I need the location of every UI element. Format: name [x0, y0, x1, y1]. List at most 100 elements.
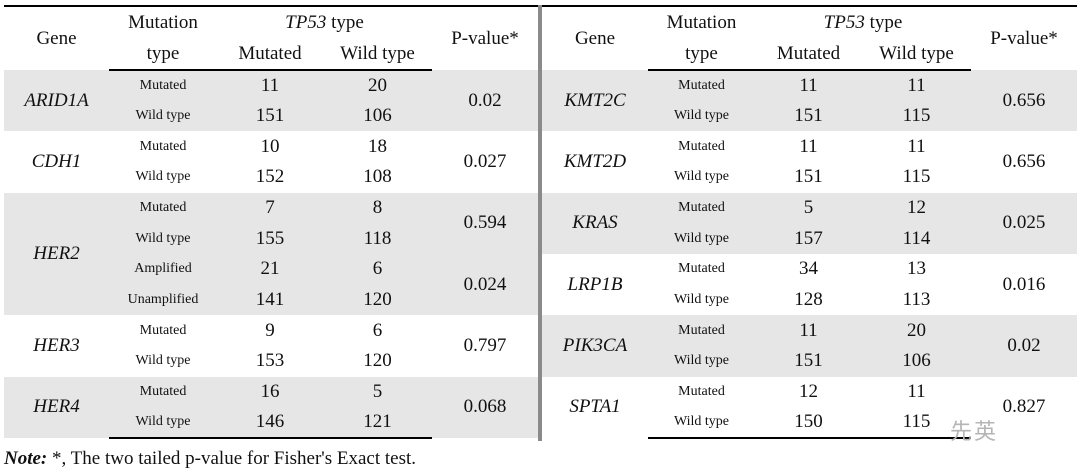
mutation-type-cell: Wild type — [648, 345, 755, 377]
mutated-count-cell: 12 — [799, 380, 818, 402]
mutated-count-cell: 34 — [799, 258, 818, 280]
gene-name-cell: ARID1A — [4, 70, 109, 132]
table-row: ARID1A Mutated 11 20 0.02 — [4, 70, 538, 132]
mutated-count-cell: 9 — [265, 319, 275, 341]
mutation-type-cell: Mutated — [678, 383, 725, 399]
mutated-header: Mutated — [217, 38, 323, 71]
left-table-panel: Gene Mutation TP53 type P-value* type Mu… — [4, 5, 538, 439]
wild-type-count-cell: 115 — [902, 166, 931, 188]
watermark: 先英 — [950, 420, 999, 445]
mutation-type-cell: Wild type — [109, 100, 217, 132]
left-table: Gene Mutation TP53 type P-value* type Mu… — [4, 5, 538, 439]
table-row: Unamplified 141 120 — [4, 284, 538, 316]
table-row: HER3 Mutated 9 6 0.797 — [4, 315, 538, 356]
table-row: KRAS Mutated 5 12 0.025 — [542, 192, 1077, 254]
pvalue-header: P-value* — [451, 27, 519, 49]
mutated-count-cell: 151 — [794, 166, 823, 188]
mutated-count-cell: 155 — [217, 223, 323, 254]
mutation-type-cell: Wild type — [135, 169, 191, 185]
mutated-count-cell: 151 — [217, 100, 323, 132]
mutated-count-cell: 151 — [755, 100, 862, 132]
gene-name-cell: LRP1B — [567, 273, 623, 295]
mutation-type-cell: Mutated — [139, 322, 187, 338]
table-row: Wild type 155 118 — [4, 223, 538, 254]
note-label: Note: — [4, 448, 48, 469]
mutation-type-cell: Wild type — [109, 407, 217, 439]
table-row: Wild type 151 106 — [542, 345, 1077, 377]
wild-type-count-cell: 20 — [323, 70, 432, 101]
tp53-rest: type — [864, 11, 903, 33]
panel-divider — [538, 5, 542, 441]
mutated-header: Mutated — [755, 38, 862, 71]
table-row: CDH1 Mutated 10 18 0.027 — [4, 131, 538, 172]
wild-type-count-cell: 6 — [372, 319, 383, 341]
table-row: KMT2D Mutated 11 11 0.656 — [542, 131, 1077, 172]
wild-type-count-cell: 106 — [862, 345, 971, 377]
tp53-italic: TP53 — [823, 11, 865, 33]
mutation-type-cell: Mutated — [109, 70, 217, 101]
gene-name-cell: CDH1 — [31, 150, 82, 172]
mutated-count-cell: 5 — [755, 192, 862, 224]
pvalue-cell: 0.024 — [432, 253, 538, 316]
mutation-type-cell: Wild type — [673, 291, 730, 307]
wild-type-count-cell: 115 — [862, 407, 971, 439]
mutated-count-cell: 11 — [755, 315, 862, 346]
wild-type-count-cell: 13 — [907, 258, 926, 280]
mutated-count-cell: 146 — [217, 407, 323, 439]
wild-type-count-cell: 120 — [363, 350, 392, 372]
pvalue-cell: 0.02 — [432, 70, 538, 132]
mutation-type-cell: Mutated — [678, 138, 725, 154]
wild-type-count-cell: 108 — [363, 166, 392, 188]
table-row: Wild type 146 121 — [4, 407, 538, 439]
table-row: Wild type 157 114 — [542, 223, 1077, 254]
mutated-count-cell: 16 — [217, 376, 323, 408]
right-table-header: Gene Mutation TP53 type P-value* type Mu… — [542, 6, 1077, 71]
mutated-count-cell: 153 — [255, 350, 285, 372]
wild-type-header: Wild type — [323, 38, 432, 71]
table-row: PIK3CA Mutated 11 20 0.02 — [542, 315, 1077, 377]
mutation-type-cell: Wild type — [648, 100, 755, 132]
mutation-type-cell: Mutated — [648, 192, 755, 224]
table-row: HER4 Mutated 16 5 0.068 — [4, 376, 538, 438]
mutated-count-cell: 11 — [799, 135, 818, 157]
right-table-panel: Gene Mutation TP53 type P-value* type Mu… — [542, 5, 1077, 439]
right-table: Gene Mutation TP53 type P-value* type Mu… — [542, 5, 1077, 439]
pvalue-cell: 0.656 — [971, 70, 1077, 132]
mutated-count-cell: 21 — [217, 253, 323, 285]
wild-type-count-cell: 118 — [323, 223, 432, 254]
gene-name-cell: PIK3CA — [542, 315, 648, 377]
table-row: Amplified 21 6 0.024 — [4, 253, 538, 316]
mutation-type-header-line1: Mutation — [128, 11, 198, 33]
wild-type-header: Wild type — [862, 38, 971, 71]
mutation-type-cell: Mutated — [139, 138, 187, 154]
mutated-count-cell: 11 — [755, 70, 862, 101]
mutation-type-header-line2: type — [648, 38, 755, 71]
table-row: SPTA1 Mutated 12 11 0.827 — [542, 377, 1077, 417]
wild-type-count-cell: 8 — [323, 192, 432, 224]
wild-type-count-cell: 106 — [323, 100, 432, 132]
table-row: Wild type 153 120 — [4, 346, 538, 377]
pvalue-cell: 0.594 — [432, 192, 538, 254]
mutation-type-header-line1: Mutation — [666, 11, 737, 33]
mutated-count-cell: 128 — [794, 288, 823, 310]
pvalue-cell: 0.797 — [463, 334, 507, 356]
mutated-count-cell: 152 — [255, 166, 285, 188]
right-table-body: KMT2C Mutated 11 11 0.656 Wild type 151 115 KMT2… — [542, 70, 1077, 439]
mutation-type-cell: Mutated — [648, 70, 755, 101]
wild-type-count-cell: 6 — [323, 253, 432, 285]
mutation-type-cell: Wild type — [648, 407, 755, 439]
wild-type-count-cell: 120 — [323, 284, 432, 316]
mutation-type-cell: Unamplified — [109, 284, 217, 316]
pvalue-cell: 0.016 — [1002, 273, 1046, 295]
mutation-type-cell: Amplified — [109, 253, 217, 285]
table-row: HER2 Mutated 7 8 0.594 — [4, 192, 538, 316]
mutation-type-cell: Mutated — [648, 315, 755, 346]
gene-name-cell: KMT2C — [542, 70, 648, 132]
table-row: Wild type 150 115 — [542, 407, 1077, 439]
pvalue-header: P-value* — [990, 27, 1058, 49]
mutation-type-cell: Wild type — [109, 223, 217, 254]
table-row: Wild type 128 113 — [542, 285, 1077, 316]
mutation-type-cell: Wild type — [648, 223, 755, 254]
gene-name-cell: HER2 — [4, 192, 109, 316]
